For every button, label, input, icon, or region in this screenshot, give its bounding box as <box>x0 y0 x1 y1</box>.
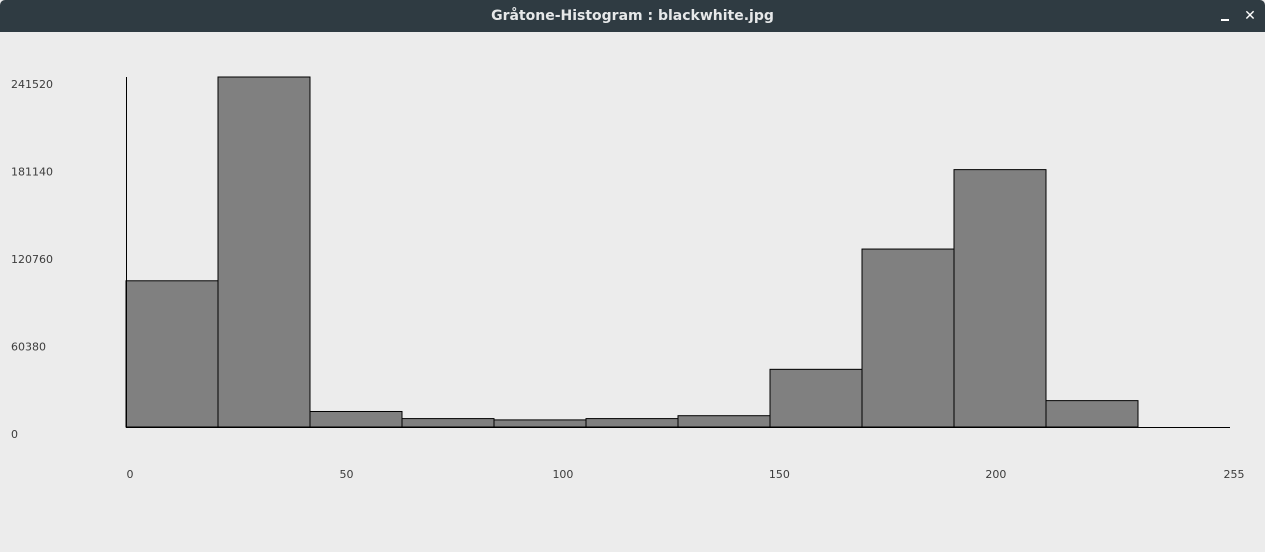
x-tick-label: 200 <box>985 468 1006 481</box>
minimize-button[interactable] <box>1216 6 1236 26</box>
histogram-bar <box>953 169 1047 428</box>
histogram-bar <box>1045 400 1139 428</box>
histogram-bar <box>677 415 771 428</box>
y-tick-label: 60380 <box>11 341 46 354</box>
close-button[interactable]: ✕ <box>1240 6 1260 26</box>
x-tick-label: 0 <box>127 468 134 481</box>
close-icon: ✕ <box>1244 8 1256 24</box>
histogram-bar <box>769 368 863 428</box>
histogram-bar <box>125 280 219 428</box>
x-axis-ticks: 0 50 100 150 200 255 <box>127 468 1245 481</box>
window-title: Gråtone-Histogram : blackwhite.jpg <box>491 8 774 24</box>
minimize-icon <box>1221 19 1229 21</box>
histogram-axes <box>126 77 1230 428</box>
histogram-bar <box>309 410 403 428</box>
histogram-bar <box>585 418 679 428</box>
histogram-bar <box>401 418 495 428</box>
x-tick-label: 150 <box>769 468 790 481</box>
x-tick-label: 255 <box>1224 468 1245 481</box>
x-tick-label: 100 <box>552 468 573 481</box>
title-bar[interactable]: Gråtone-Histogram : blackwhite.jpg ✕ <box>0 0 1265 32</box>
y-tick-label: 181140 <box>11 166 53 179</box>
histogram-bars <box>125 76 1139 428</box>
y-tick-label: 0 <box>11 428 18 441</box>
x-tick-label: 50 <box>339 468 353 481</box>
histogram-bar <box>217 76 311 428</box>
histogram-bar <box>861 248 955 428</box>
y-tick-label: 120760 <box>11 253 53 266</box>
y-tick-label: 241520 <box>11 78 53 91</box>
y-axis-ticks: 0 60380 120760 181140 241520 <box>11 78 53 441</box>
histogram-bar <box>493 419 587 428</box>
histogram-chart: 0 60380 120760 181140 241520 0 50 100 150 200 255 <box>11 76 1245 481</box>
